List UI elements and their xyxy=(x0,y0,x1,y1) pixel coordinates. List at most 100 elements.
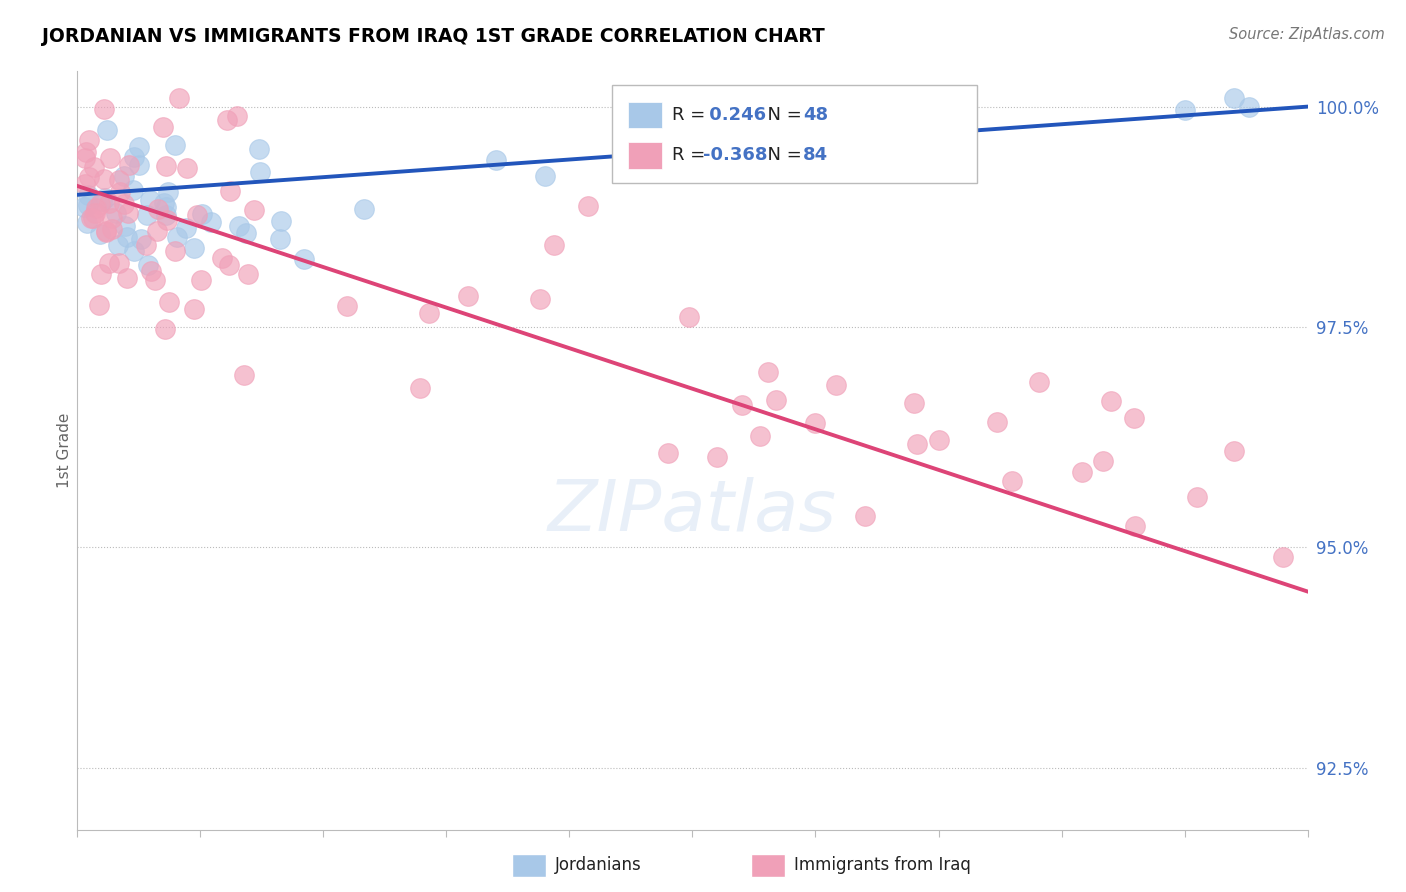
Point xyxy=(90,194,112,208)
Point xyxy=(543,238,565,252)
Point xyxy=(270,214,292,228)
Point xyxy=(146,224,169,238)
Point xyxy=(756,365,779,379)
Point xyxy=(152,120,174,134)
Point xyxy=(853,509,876,524)
Point xyxy=(418,306,440,320)
Point xyxy=(117,205,139,219)
Point xyxy=(225,109,247,123)
Point xyxy=(84,201,107,215)
Point xyxy=(82,211,104,225)
Point xyxy=(157,295,180,310)
Point xyxy=(96,123,118,137)
Point xyxy=(749,428,772,442)
Point xyxy=(80,211,103,225)
Point xyxy=(228,219,250,233)
Point xyxy=(77,170,100,185)
Point xyxy=(94,224,117,238)
Point xyxy=(93,172,115,186)
Point xyxy=(176,161,198,176)
Point xyxy=(89,197,111,211)
Point xyxy=(101,211,124,226)
Point xyxy=(136,258,159,272)
Point xyxy=(529,292,551,306)
Point xyxy=(112,197,135,211)
Text: Immigrants from Iraq: Immigrants from Iraq xyxy=(794,856,972,874)
Point xyxy=(1125,518,1147,533)
Point xyxy=(408,381,430,395)
Point xyxy=(97,195,120,210)
Point xyxy=(765,393,787,408)
Point xyxy=(108,256,131,270)
Point xyxy=(76,187,98,202)
Point xyxy=(1174,103,1197,117)
Point xyxy=(879,124,901,138)
Point xyxy=(77,198,100,212)
Point xyxy=(731,398,754,412)
Point xyxy=(1187,491,1209,505)
Point xyxy=(135,208,157,222)
Point xyxy=(1223,91,1246,105)
Point xyxy=(146,202,169,216)
Point xyxy=(534,169,557,183)
Point xyxy=(135,237,157,252)
Point xyxy=(706,161,728,176)
Point xyxy=(1001,475,1024,489)
Point xyxy=(118,158,141,172)
Text: 0.246: 0.246 xyxy=(703,106,766,124)
Point xyxy=(903,396,925,410)
Text: -0.368: -0.368 xyxy=(703,146,768,164)
Point xyxy=(139,193,162,207)
Point xyxy=(93,102,115,116)
Point xyxy=(163,138,186,153)
Point xyxy=(141,264,163,278)
Point xyxy=(232,368,254,383)
Text: N =: N = xyxy=(756,146,808,164)
Point xyxy=(107,238,129,252)
Point xyxy=(169,91,191,105)
Point xyxy=(122,149,145,163)
Point xyxy=(238,267,260,281)
Point xyxy=(115,229,138,244)
Point xyxy=(122,183,145,197)
Point xyxy=(128,140,150,154)
Point xyxy=(242,202,264,217)
Point xyxy=(75,145,97,159)
Point xyxy=(986,415,1008,429)
Point xyxy=(1099,393,1122,408)
Point xyxy=(108,173,131,187)
Point xyxy=(336,299,359,313)
Point xyxy=(129,232,152,246)
Point xyxy=(905,437,928,451)
Point xyxy=(115,271,138,285)
Point xyxy=(190,273,212,287)
Point xyxy=(485,153,508,167)
Point xyxy=(89,227,111,241)
Point xyxy=(1091,453,1114,467)
Point xyxy=(122,244,145,258)
Point xyxy=(1071,465,1094,479)
Point xyxy=(84,206,107,220)
Point xyxy=(155,159,177,173)
Point xyxy=(114,169,136,183)
Point xyxy=(235,226,257,240)
Text: JORDANIAN VS IMMIGRANTS FROM IRAQ 1ST GRADE CORRELATION CHART: JORDANIAN VS IMMIGRANTS FROM IRAQ 1ST GR… xyxy=(42,27,825,45)
Text: ZIPatlas: ZIPatlas xyxy=(548,476,837,546)
Point xyxy=(77,133,100,147)
Point xyxy=(183,242,205,256)
Point xyxy=(804,416,827,430)
Point xyxy=(218,185,240,199)
Point xyxy=(128,158,150,172)
Point xyxy=(200,215,222,229)
Point xyxy=(217,113,239,128)
Y-axis label: 1st Grade: 1st Grade xyxy=(56,413,72,488)
Point xyxy=(98,256,121,270)
Point xyxy=(98,151,121,165)
Point xyxy=(1237,100,1260,114)
Point xyxy=(114,219,136,233)
Point xyxy=(76,217,98,231)
Point xyxy=(183,301,205,316)
Point xyxy=(94,191,117,205)
Point xyxy=(174,221,197,235)
Point xyxy=(73,151,96,165)
